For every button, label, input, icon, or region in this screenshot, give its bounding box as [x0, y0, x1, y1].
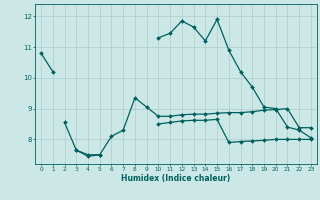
- X-axis label: Humidex (Indice chaleur): Humidex (Indice chaleur): [121, 174, 231, 183]
